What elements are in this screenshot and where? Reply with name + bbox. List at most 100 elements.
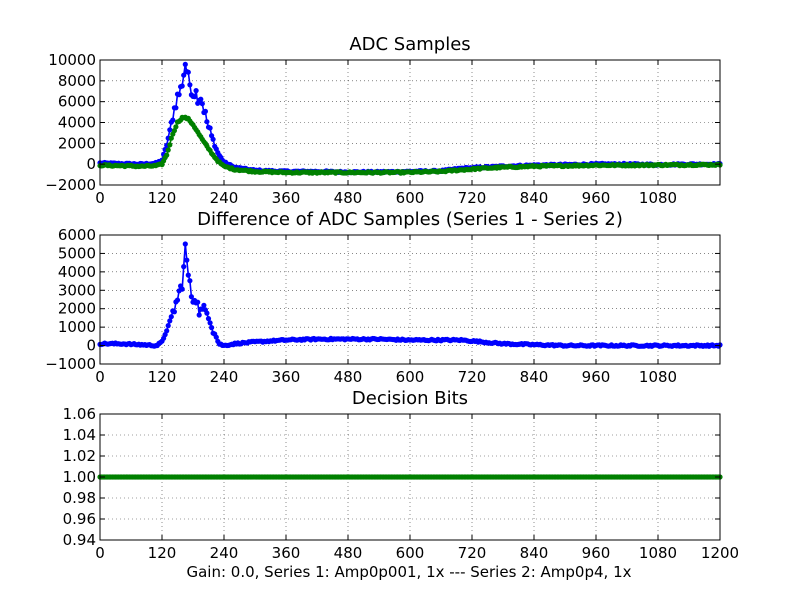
data-point xyxy=(173,105,179,111)
y-tick-label: 0.96 xyxy=(63,510,96,528)
x-tick-label: 360 xyxy=(272,189,301,207)
data-point xyxy=(198,96,204,102)
data-point xyxy=(165,323,171,329)
x-tick-label: 240 xyxy=(210,368,239,386)
data-point xyxy=(213,334,219,340)
data-point xyxy=(167,127,173,133)
y-tick-label: 2000 xyxy=(58,134,96,152)
x-tick-label: 960 xyxy=(582,189,611,207)
data-point xyxy=(168,314,174,320)
data-point xyxy=(179,286,185,292)
data-point xyxy=(182,61,188,67)
y-tick-label: 4000 xyxy=(58,263,96,281)
data-point xyxy=(196,312,202,318)
y-tick-label: 6000 xyxy=(58,93,96,111)
data-point xyxy=(193,88,199,94)
y-tick-label: 8000 xyxy=(58,72,96,90)
chart-title: ADC Samples xyxy=(349,34,470,55)
data-point xyxy=(210,136,216,142)
chart-panel-2: Difference of ADC Samples (Series 1 - Se… xyxy=(45,209,723,386)
chart-title: Decision Bits xyxy=(352,388,468,409)
data-point xyxy=(187,278,193,284)
x-tick-label: 720 xyxy=(458,544,487,562)
x-tick-label: 600 xyxy=(396,368,425,386)
series-markers-1 xyxy=(97,474,723,480)
data-point xyxy=(164,152,170,158)
data-point xyxy=(176,92,182,98)
data-point xyxy=(202,108,208,114)
y-tick-label: 0.94 xyxy=(63,531,96,549)
data-point xyxy=(195,299,201,305)
y-tick-label: 1.02 xyxy=(63,447,96,465)
y-tick-label: 0 xyxy=(86,155,96,173)
chart-title: Difference of ADC Samples (Series 1 - Se… xyxy=(197,209,623,230)
y-tick-label: 0.98 xyxy=(63,489,96,507)
y-tick-label: 1.06 xyxy=(63,405,96,423)
series-markers-1 xyxy=(97,61,723,176)
data-point xyxy=(167,318,173,324)
data-point xyxy=(184,257,190,263)
y-tick-label: 1000 xyxy=(58,318,96,336)
x-tick-label: 480 xyxy=(334,189,363,207)
x-tick-label: 240 xyxy=(210,189,239,207)
x-tick-label: 360 xyxy=(272,544,301,562)
x-tick-label: 600 xyxy=(396,544,425,562)
x-tick-label: 960 xyxy=(582,368,611,386)
figure-xlabel: Gain: 0.0, Series 1: Amp0p001, 1x --- Se… xyxy=(186,563,631,581)
x-tick-label: 840 xyxy=(520,544,549,562)
data-point xyxy=(173,124,179,130)
y-tick-label: 10000 xyxy=(48,51,96,69)
data-point xyxy=(181,72,187,78)
x-tick-label: 360 xyxy=(272,368,301,386)
x-tick-label: 1080 xyxy=(639,544,677,562)
data-point xyxy=(182,241,188,247)
x-tick-label: 1200 xyxy=(701,544,739,562)
x-tick-label: 480 xyxy=(334,368,363,386)
y-tick-label: 5000 xyxy=(58,244,96,262)
data-point xyxy=(171,309,177,315)
x-tick-label: 120 xyxy=(148,544,177,562)
data-point xyxy=(170,117,176,123)
y-tick-label: 1.04 xyxy=(63,426,96,444)
y-tick-label: 2000 xyxy=(58,300,96,318)
y-tick-label: −2000 xyxy=(45,176,96,194)
data-point xyxy=(164,328,170,334)
data-point xyxy=(167,142,173,148)
x-tick-label: 120 xyxy=(148,368,177,386)
x-tick-label: 1080 xyxy=(639,189,677,207)
x-tick-label: 960 xyxy=(582,544,611,562)
data-point xyxy=(187,82,193,88)
x-tick-label: 0 xyxy=(95,189,105,207)
data-point xyxy=(201,302,207,308)
data-point xyxy=(209,325,215,331)
data-point xyxy=(174,297,181,303)
x-tick-label: 840 xyxy=(520,368,549,386)
data-point xyxy=(205,316,212,322)
series-markers-2 xyxy=(97,114,723,176)
y-tick-label: 6000 xyxy=(58,226,96,244)
data-point xyxy=(207,320,213,326)
data-point xyxy=(185,272,191,278)
data-point xyxy=(179,83,185,89)
data-point xyxy=(192,94,198,100)
chart-panel-3: Decision Bits 0 120 240 360 480 600 720 840 960 10… xyxy=(63,388,740,562)
y-tick-label: 4000 xyxy=(58,114,96,132)
data-point xyxy=(185,69,191,75)
y-tick-label: −1000 xyxy=(45,355,96,373)
data-point xyxy=(204,310,210,316)
x-tick-label: 1080 xyxy=(639,368,677,386)
x-tick-label: 0 xyxy=(95,368,105,386)
data-point xyxy=(199,101,205,107)
x-tick-label: 240 xyxy=(210,544,239,562)
data-point xyxy=(207,125,213,131)
y-tick-label: 3000 xyxy=(58,281,96,299)
x-tick-label: 480 xyxy=(334,544,363,562)
x-tick-label: 720 xyxy=(458,368,487,386)
data-point xyxy=(188,294,194,300)
data-point xyxy=(168,135,174,141)
x-tick-label: 720 xyxy=(458,189,487,207)
series-markers-1 xyxy=(97,241,723,349)
data-point xyxy=(204,119,210,125)
chart-panel-1: ADC Samples 0 120 240 360 480 600 720 840 960 1080… xyxy=(45,34,723,207)
y-tick-label: 0 xyxy=(86,337,96,355)
